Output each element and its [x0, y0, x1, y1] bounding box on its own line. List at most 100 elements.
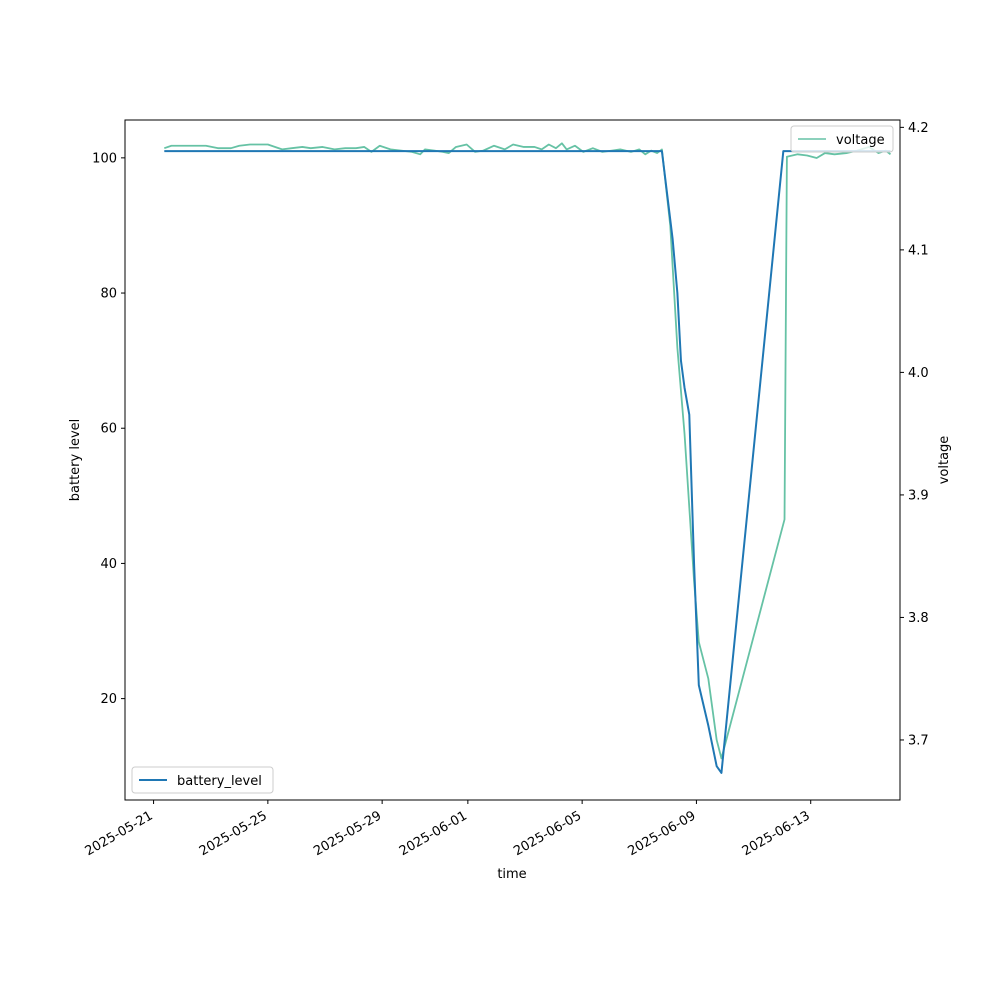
- voltage-point: [784, 519, 786, 521]
- voltage-point: [548, 144, 550, 146]
- voltage-point: [677, 347, 679, 349]
- y2-tick-label: 3.9: [908, 488, 929, 503]
- voltage-point: [217, 147, 219, 149]
- y2-tick-label: 3.8: [908, 611, 929, 626]
- voltage-point: [448, 152, 450, 154]
- battery_level-point: [163, 150, 165, 152]
- voltage-point: [302, 146, 304, 148]
- voltage-point: [541, 149, 543, 151]
- voltage-point: [163, 147, 165, 149]
- voltage-point: [281, 149, 283, 151]
- voltage-point: [379, 145, 381, 147]
- battery_level-point: [684, 387, 686, 389]
- voltage-point: [656, 152, 658, 154]
- battery_level-point: [783, 150, 785, 152]
- y2-axis-title: voltage: [937, 436, 952, 485]
- voltage-point: [322, 146, 324, 148]
- voltage-point: [466, 144, 468, 146]
- battery_level-point: [672, 238, 674, 240]
- battery_level-line: [164, 150, 891, 774]
- battery_level-point: [693, 563, 695, 565]
- battery_level-point: [708, 725, 710, 727]
- voltage-point: [661, 149, 663, 151]
- voltage-point: [846, 152, 848, 154]
- voltage-point: [258, 144, 260, 146]
- voltage-point: [512, 144, 514, 146]
- y-axis-ticks: 20 40 60 80 100: [92, 151, 125, 707]
- voltage-point: [644, 154, 646, 156]
- battery_level-point: [677, 292, 679, 294]
- y2-tick-label: 4.2: [908, 121, 929, 136]
- voltage-point: [419, 154, 421, 156]
- voltage-point: [455, 146, 457, 148]
- battery_level-point: [661, 150, 663, 152]
- x-axis-title: time: [497, 867, 526, 882]
- voltage-point: [786, 156, 788, 158]
- voltage-point: [291, 147, 293, 149]
- voltage-point: [363, 146, 365, 148]
- y-tick-label: 20: [100, 692, 117, 707]
- y2-tick-label: 3.7: [908, 733, 929, 748]
- voltage-point: [561, 142, 563, 144]
- voltage-point: [355, 147, 357, 149]
- voltage-point: [574, 145, 576, 147]
- voltage-point: [191, 145, 193, 147]
- voltage-line: [163, 142, 892, 760]
- voltage-point: [890, 154, 892, 156]
- voltage-point: [344, 147, 346, 149]
- voltage-point: [424, 149, 426, 151]
- battery-series-layer: [163, 150, 891, 774]
- battery_level-point: [688, 414, 690, 416]
- voltage-point: [592, 147, 594, 149]
- y-tick-label: 80: [100, 287, 117, 302]
- plot-frame: [124, 119, 901, 801]
- voltage-point: [249, 144, 251, 146]
- voltage-point: [171, 145, 173, 147]
- legend-box: [131, 766, 274, 794]
- voltage-point: [390, 149, 392, 151]
- legend-box: [790, 125, 894, 153]
- voltage-point: [878, 152, 880, 154]
- y-tick-label: 100: [92, 151, 117, 166]
- voltage-point: [555, 147, 557, 149]
- voltage-point: [493, 145, 495, 147]
- voltage-point: [523, 146, 525, 148]
- y-tick-label: 60: [100, 422, 117, 437]
- legend-voltage: voltage: [790, 125, 894, 153]
- y2-axis-ticks: 3.7 3.8 3.9 4.0 4.1 4.2: [900, 121, 929, 748]
- voltage-point: [504, 149, 506, 151]
- voltage-point: [824, 152, 826, 154]
- legend-label: battery_level: [177, 774, 262, 789]
- voltage-point: [834, 154, 836, 156]
- voltage-point: [267, 144, 269, 146]
- battery_level-point: [716, 765, 718, 767]
- voltage-point: [797, 154, 799, 156]
- battery_level-point: [721, 772, 723, 774]
- voltage-point: [708, 678, 710, 680]
- voltage-series-layer: [163, 142, 892, 760]
- voltage-point: [205, 145, 207, 147]
- voltage-point: [806, 155, 808, 157]
- y-tick-label: 40: [100, 557, 117, 572]
- voltage-point: [566, 149, 568, 151]
- voltage-point: [816, 157, 818, 159]
- voltage-point: [238, 145, 240, 147]
- legend-battery-level: battery_level: [131, 766, 274, 794]
- y-axis-title: battery level: [68, 419, 83, 502]
- voltage-point: [230, 147, 232, 149]
- y2-tick-label: 4.1: [908, 243, 929, 258]
- legend-label: voltage: [836, 133, 885, 148]
- voltage-point: [698, 641, 700, 643]
- voltage-point: [179, 145, 181, 147]
- battery_level-point: [680, 360, 682, 362]
- voltage-point: [310, 147, 312, 149]
- voltage-point: [619, 149, 621, 151]
- y2-tick-label: 4.0: [908, 366, 929, 381]
- voltage-point: [534, 146, 536, 148]
- voltage-point: [684, 433, 686, 435]
- voltage-point: [638, 149, 640, 151]
- voltage-point: [716, 739, 718, 741]
- battery_level-point: [698, 684, 700, 686]
